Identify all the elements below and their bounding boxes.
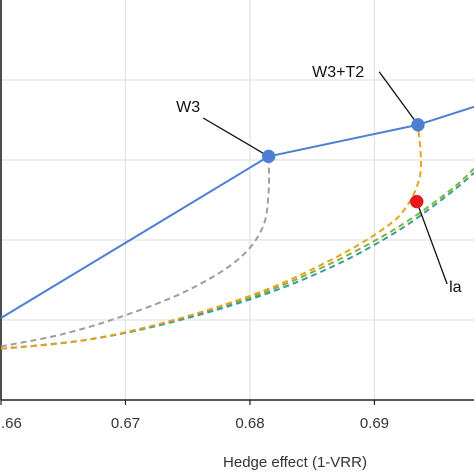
x-tick-label-3: 0.69 (360, 415, 389, 432)
annotation-leader-1 (378, 71, 419, 126)
annotation-label-1: W3+T2 (312, 64, 364, 81)
gridlines (0, 0, 474, 400)
x-tick-label-2: 0.68 (235, 415, 264, 432)
x-tick-label-0: .66 (1, 415, 22, 432)
annotation-leader-0 (202, 117, 269, 157)
point-red-2 (409, 194, 424, 209)
x-tick-label-1: 0.67 (111, 415, 140, 432)
point-w3-t2 (411, 118, 425, 132)
series-orange-line (0, 124, 423, 350)
series-frontier-line (0, 105, 474, 319)
series-gray-line (0, 156, 271, 348)
series-layer (0, 105, 474, 350)
x-axis-title: Hedge effect (1-VRR) (223, 454, 367, 471)
points (261, 118, 425, 209)
annotation-label-0: W3 (176, 99, 200, 116)
axes: .66 0.67 0.68 0.69 (0, 0, 474, 432)
annotation-label-3: la (449, 279, 462, 296)
point-w3 (261, 149, 276, 164)
annotation-leader-3 (416, 201, 448, 285)
